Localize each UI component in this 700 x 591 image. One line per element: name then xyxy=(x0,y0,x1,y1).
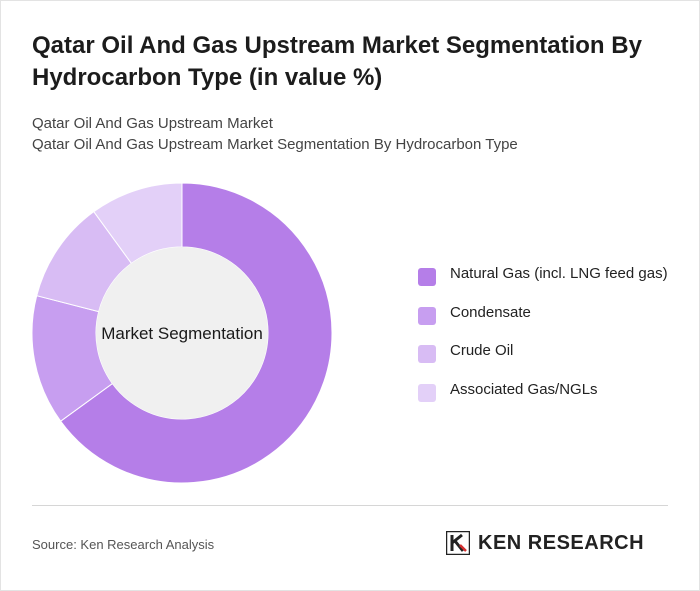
footer-divider xyxy=(32,505,668,506)
legend-swatch xyxy=(418,345,436,363)
source-note: Source: Ken Research Analysis xyxy=(32,537,215,552)
chart-subtitle-segmentation: Qatar Oil And Gas Upstream Market Segmen… xyxy=(32,136,518,153)
logo-wordmark: KEN RESEARCH xyxy=(478,532,645,554)
ken-research-logo-icon xyxy=(446,531,470,555)
legend-swatch xyxy=(418,306,436,325)
legend-swatch xyxy=(418,268,436,286)
legend-label: Associated Gas/NGLs xyxy=(450,380,598,398)
chart-subtitle-market: Qatar Oil And Gas Upstream Market xyxy=(32,115,273,132)
donut-hole xyxy=(96,247,268,419)
legend-label: Natural Gas (incl. LNG feed gas) xyxy=(450,265,668,282)
legend-label: Condensate xyxy=(450,303,531,321)
legend-label: Crude Oil xyxy=(450,342,514,359)
donut-center-label: Market Segmentation xyxy=(101,324,263,343)
donut-chart: Market Segmentation xyxy=(31,182,333,484)
legend-swatch xyxy=(418,383,436,402)
chart-title: Qatar Oil And Gas Upstream Market Segmen… xyxy=(32,32,642,91)
